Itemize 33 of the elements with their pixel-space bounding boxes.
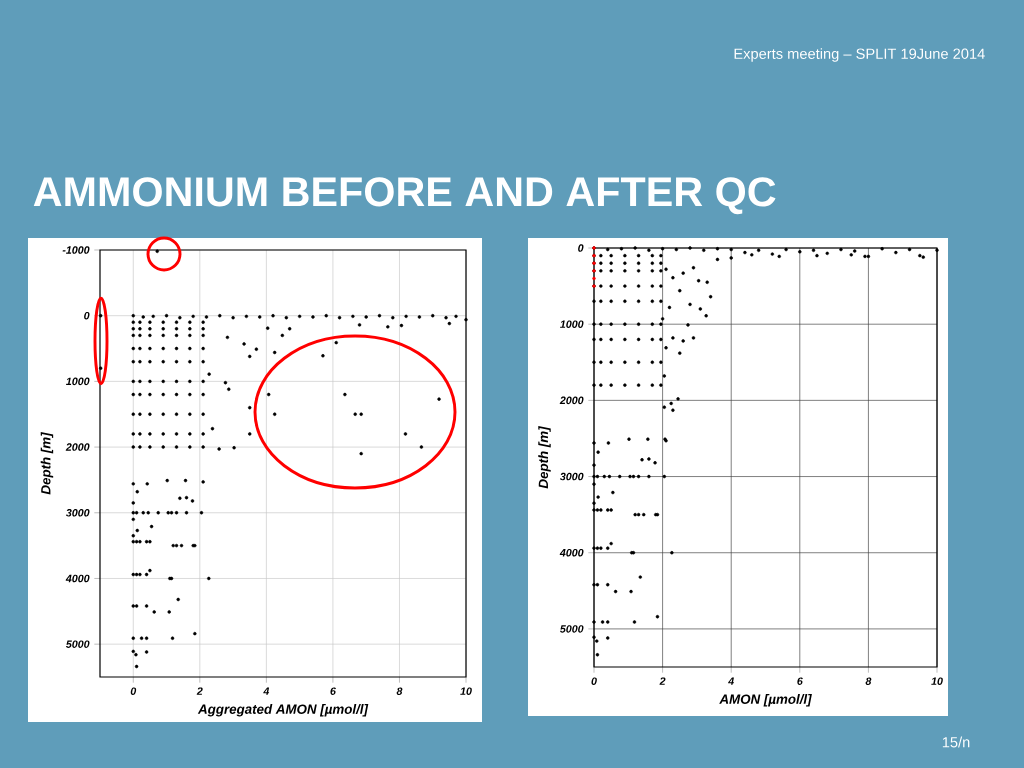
x-tick-label: 8 xyxy=(865,677,872,685)
x-tick-label: 4 xyxy=(263,687,270,695)
y-tick-label: 3000 xyxy=(559,472,584,481)
text: Experts meeting – SPLIT 19June 2014 xyxy=(734,48,985,62)
x-tick-label: 6 xyxy=(330,687,336,695)
y-tick-label: 2000 xyxy=(559,396,584,405)
y-tick-label: 3000 xyxy=(65,509,90,517)
y-tick-label: 5000 xyxy=(559,625,584,633)
x-tick-label: 10 xyxy=(931,677,943,685)
x-tick-label: 4 xyxy=(728,677,734,685)
x-axis-title: AMON [µmol/l] xyxy=(719,694,812,707)
point xyxy=(592,276,596,281)
x-tick-label: 2 xyxy=(196,687,203,695)
x-tick-label: 6 xyxy=(797,677,803,685)
y-tick-label: -1000 xyxy=(62,246,90,254)
y-tick-label: 4000 xyxy=(65,574,90,583)
y-tick-label: 2000 xyxy=(65,443,90,451)
x-tick-label: 2 xyxy=(659,677,666,685)
y-axis-title: Depth [m] xyxy=(40,432,54,495)
x-tick-label: 0 xyxy=(591,677,597,685)
x-tick-label: 0 xyxy=(130,687,137,695)
y-tick-label: 5000 xyxy=(65,640,90,648)
chart-title: AMMONIUM BEFORE AND AFTER QC xyxy=(33,177,776,215)
y-tick-label: 1000 xyxy=(66,377,90,386)
y-tick-label: 4000 xyxy=(559,548,584,557)
y-tick-label: 0 xyxy=(578,244,584,252)
x-tick-label: 10 xyxy=(460,687,472,695)
y-tick-label: 1000 xyxy=(560,320,584,328)
y-axis-title: Depth [m] xyxy=(538,426,551,489)
x-axis-title: Aggregated AMON [µmol/l] xyxy=(197,704,369,717)
x-tick-label: 8 xyxy=(396,687,403,695)
text: 15/n xyxy=(942,736,970,748)
y-tick-label: 0 xyxy=(84,311,90,320)
